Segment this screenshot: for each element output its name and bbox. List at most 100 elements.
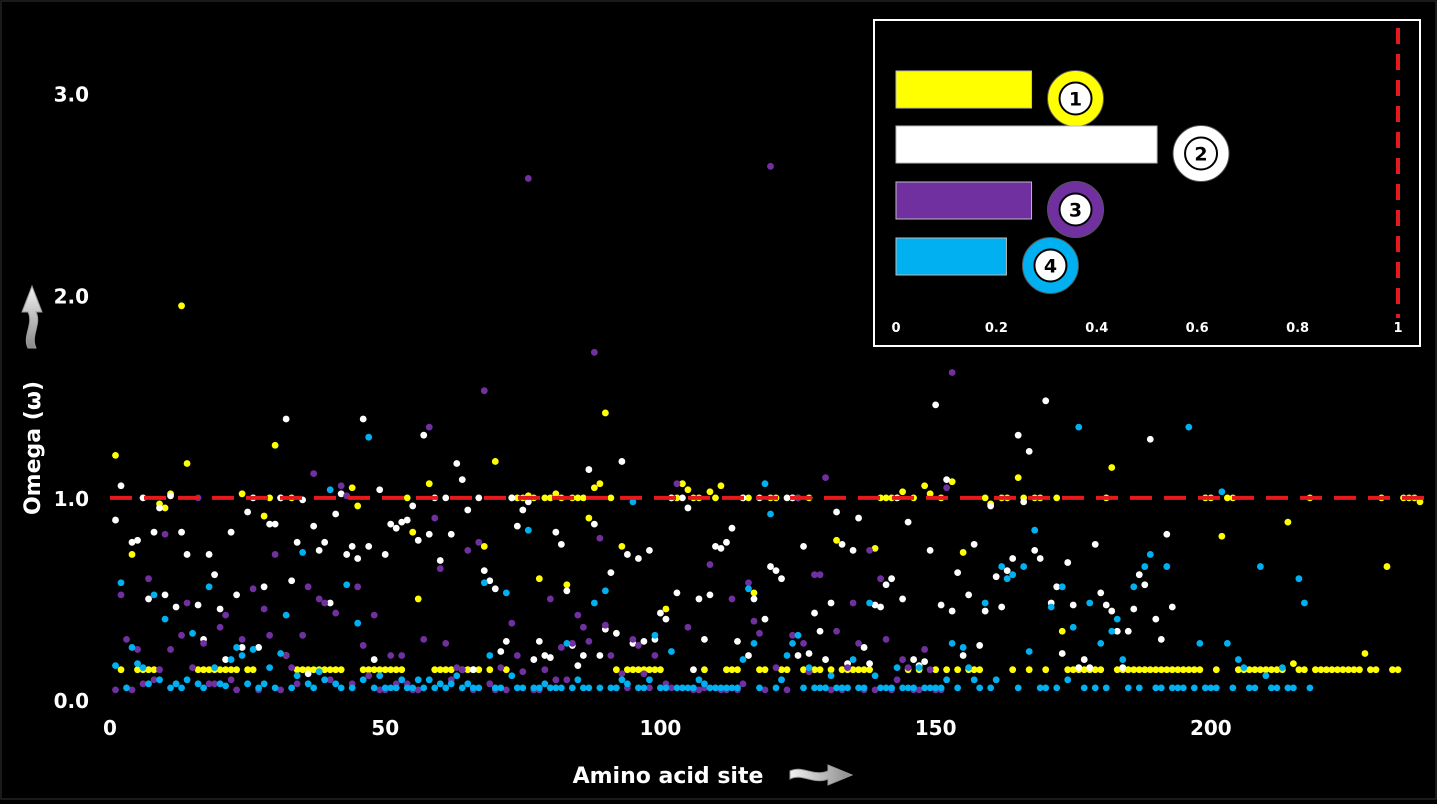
data-point [1075, 423, 1083, 431]
data-point [585, 514, 593, 522]
data-point [189, 629, 196, 637]
data-point [701, 635, 708, 643]
data-point [926, 684, 934, 692]
data-point [447, 530, 455, 538]
inset-bar-label: 1 [1069, 89, 1082, 111]
data-point [1157, 684, 1165, 692]
data-point [354, 583, 362, 591]
data-point [238, 635, 246, 643]
data-point [365, 672, 373, 680]
data-point [409, 502, 417, 510]
data-point [1053, 583, 1061, 591]
data-point [227, 528, 235, 536]
data-point [1069, 623, 1077, 631]
x-tick-label: 150 [915, 716, 957, 740]
data-point [1350, 666, 1358, 674]
data-point [679, 494, 686, 502]
data-point [646, 666, 653, 674]
data-point [128, 551, 136, 558]
data-point [145, 575, 152, 583]
data-point [1190, 666, 1198, 674]
data-point [486, 652, 494, 659]
data-point [712, 684, 719, 692]
data-point [1108, 464, 1116, 471]
data-point [833, 536, 840, 544]
data-point [767, 563, 774, 570]
data-point [1312, 666, 1319, 674]
x-tick-label: 100 [640, 716, 682, 740]
data-point [833, 684, 840, 692]
data-point [1097, 639, 1105, 647]
data-point [899, 656, 906, 663]
data-point [811, 684, 818, 692]
data-point [260, 512, 268, 520]
data-point [1042, 684, 1050, 692]
data-point [871, 672, 879, 680]
data-point [1069, 666, 1077, 674]
data-point [205, 680, 213, 688]
data-point [387, 520, 395, 528]
data-point [1229, 684, 1237, 692]
data-point [590, 520, 598, 528]
data-point [1185, 423, 1193, 431]
data-point [1003, 567, 1011, 575]
data-point [348, 484, 356, 492]
data-point [139, 680, 147, 688]
data-point [392, 666, 400, 674]
data-point [502, 686, 510, 694]
data-point [640, 637, 648, 645]
data-point [596, 684, 604, 692]
data-point [635, 642, 642, 649]
data-point [530, 656, 538, 663]
data-point [145, 595, 152, 603]
data-point [381, 684, 389, 692]
data-point [1223, 639, 1231, 647]
data-point [183, 551, 191, 558]
data-point [888, 684, 895, 692]
data-point [976, 666, 984, 674]
inset-marker-disc [1058, 192, 1093, 227]
data-point [123, 635, 130, 643]
data-point [1152, 666, 1160, 674]
data-point [1168, 603, 1176, 611]
data-point [1383, 563, 1391, 570]
data-point [1146, 666, 1154, 674]
data-point [260, 680, 268, 688]
data-point [1009, 666, 1017, 674]
data-point [172, 603, 180, 611]
data-point [530, 684, 538, 692]
data-point [222, 682, 229, 690]
data-point [1179, 666, 1187, 674]
data-point [343, 581, 351, 589]
data-point [690, 666, 697, 674]
data-point [855, 514, 862, 522]
data-point [1042, 666, 1050, 674]
data-point [337, 666, 345, 674]
data-point [1020, 563, 1028, 570]
data-point [414, 686, 422, 694]
data-point [750, 589, 758, 597]
x-tick-label: 200 [1190, 716, 1232, 740]
data-point [1196, 666, 1204, 674]
inset-x-tick-label: 1 [1393, 321, 1402, 336]
data-point [464, 506, 472, 514]
data-point [354, 502, 362, 510]
data-point [1091, 540, 1099, 548]
data-point [574, 676, 582, 684]
data-point [794, 631, 802, 639]
data-point [453, 460, 461, 467]
data-point [1102, 601, 1110, 609]
data-point [822, 684, 829, 692]
data-point [563, 639, 571, 647]
data-point [629, 666, 637, 674]
data-point [282, 611, 290, 619]
data-point [502, 637, 510, 645]
data-point [679, 480, 686, 488]
data-point [800, 639, 807, 647]
data-point [442, 684, 450, 692]
data-point [403, 516, 411, 524]
data-point [618, 458, 626, 465]
data-point [734, 666, 741, 674]
data-point [761, 686, 769, 694]
